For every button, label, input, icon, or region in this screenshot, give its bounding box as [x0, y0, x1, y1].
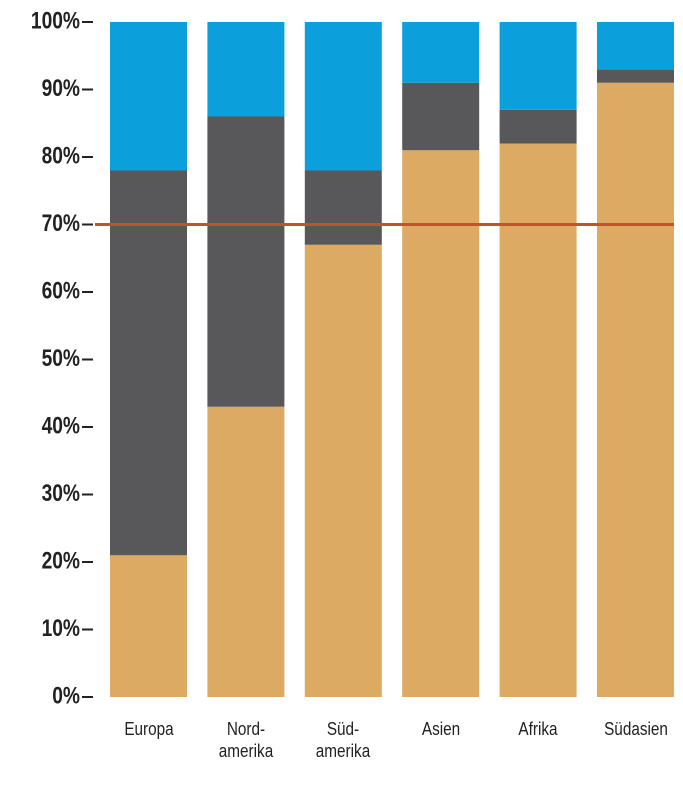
bar-segment [499, 109, 577, 144]
bar-segment [110, 555, 187, 697]
bar-segment [597, 82, 674, 697]
y-tick-label: 20% [42, 546, 80, 574]
y-tick-label: 90% [42, 74, 80, 102]
bar-segment [207, 406, 285, 697]
y-tick-label: 50% [42, 344, 80, 372]
bar-segment [499, 143, 577, 697]
x-tick-label: Nord- amerika [218, 719, 274, 761]
bar-segment [402, 150, 480, 697]
bar-segment [110, 170, 187, 556]
bar-segment [597, 22, 674, 70]
bar-segment [402, 82, 480, 151]
x-tick-label: Südasien [603, 719, 668, 739]
y-tick-label: 10% [42, 614, 80, 642]
x-tick-label: Asien [421, 719, 460, 739]
bar-segment [207, 22, 285, 117]
bar-segment [304, 22, 382, 171]
y-tick-label: 40% [42, 411, 80, 439]
x-tick-label: Süd- amerika [316, 719, 371, 761]
bar-segment [110, 22, 187, 171]
x-tick-label: Europa [123, 719, 174, 739]
bar-segment [499, 22, 577, 110]
bar-segment [304, 170, 382, 245]
bar-segment [207, 116, 285, 407]
bar-segment [402, 22, 480, 83]
y-tick-label: 60% [42, 276, 80, 304]
bar-segment [597, 69, 674, 83]
x-tick-label: Afrika [518, 719, 558, 739]
y-tick-label: 70% [42, 209, 80, 237]
y-tick-label: 0% [52, 681, 80, 709]
bar-segment [304, 244, 382, 697]
y-tick-label: 100% [31, 6, 80, 34]
y-tick-label: 80% [42, 141, 80, 169]
y-tick-label: 30% [42, 479, 80, 507]
